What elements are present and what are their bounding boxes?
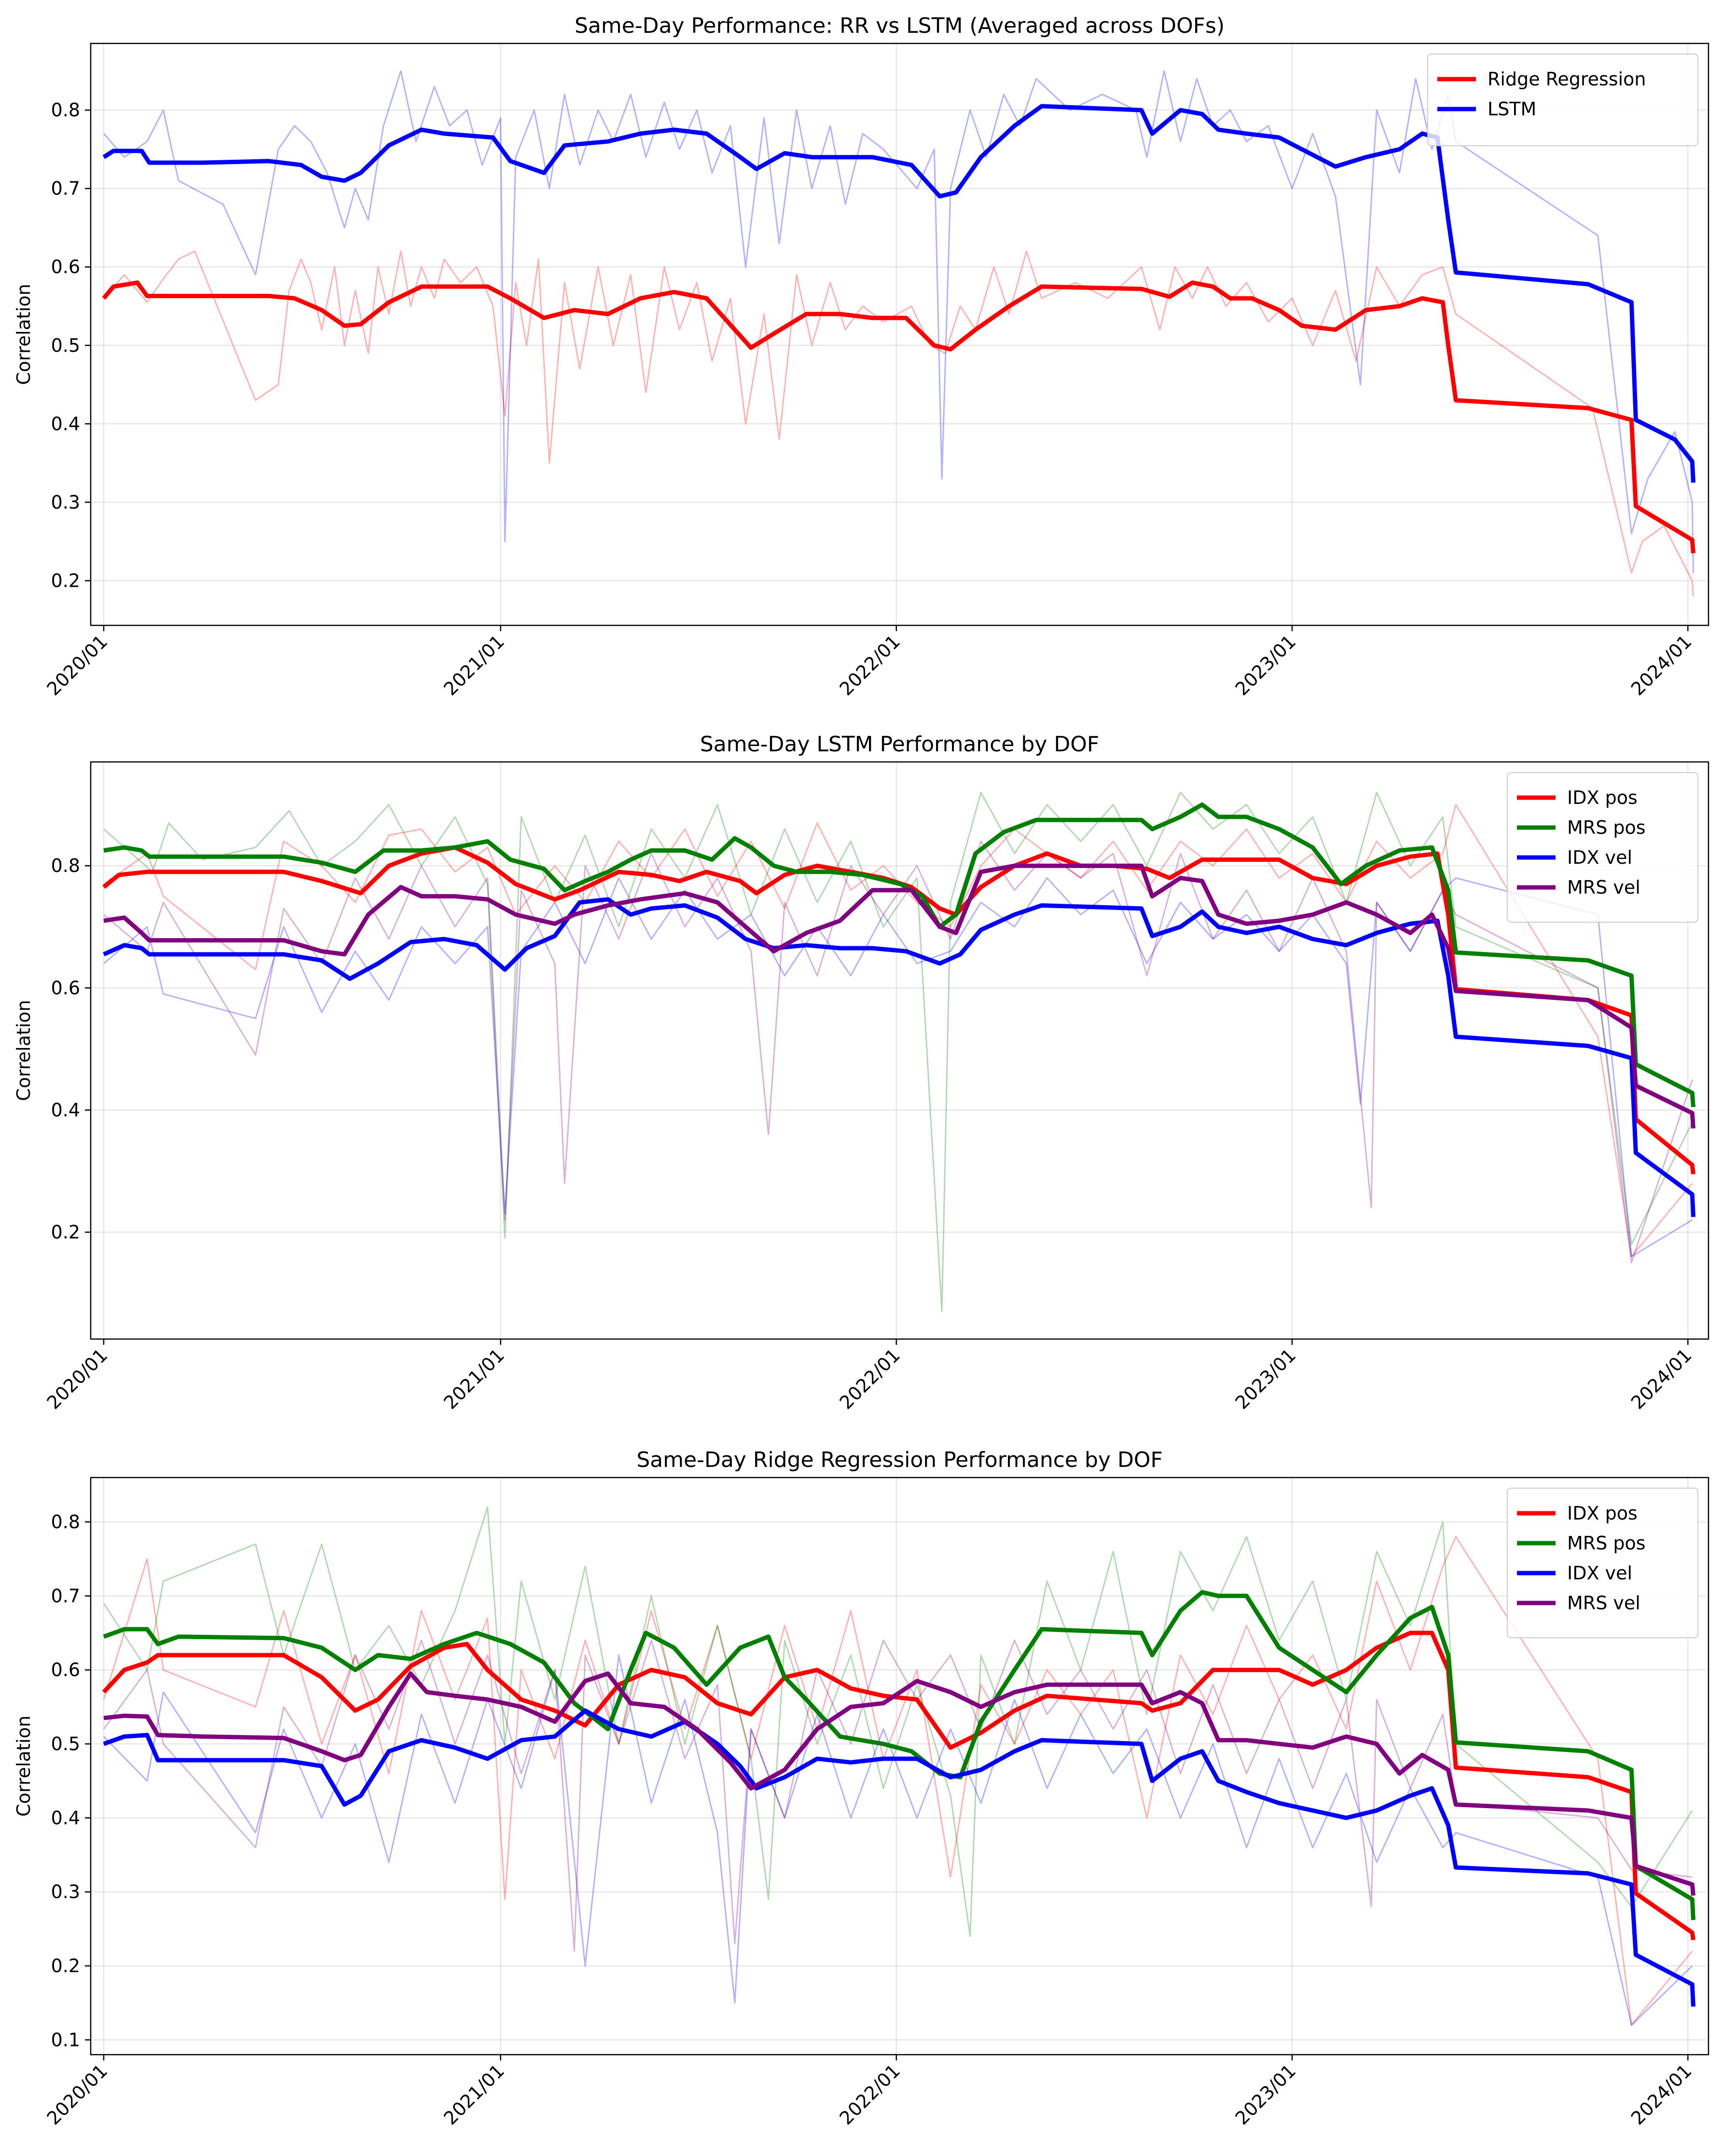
series-smoothed-mrs-pos: [103, 802, 1695, 1107]
x-tick-label: 2024/01: [1627, 1344, 1696, 1413]
axes-frame: [90, 42, 1709, 626]
series-smoothed-idx-pos: [102, 845, 1695, 1175]
legend-label-mrs-pos: MRS pos: [1567, 817, 1646, 838]
y-tick-label: 0.4: [51, 1807, 80, 1828]
chart-panel-2: 2020/01 2021/01 2022/01 2023/01 2024/01 0.2 0.…: [13, 732, 1709, 1413]
y-tick-label: 0.6: [51, 977, 80, 998]
series-raw-idx-pos: [103, 1536, 1693, 2026]
legend-box: [1507, 772, 1698, 923]
legend: IDX pos MRS pos IDX vel MRS vel: [1507, 772, 1698, 923]
x-tick-label: 2024/01: [1627, 2060, 1696, 2129]
legend: IDX pos MRS pos IDX vel MRS vel: [1507, 1488, 1698, 1638]
series-smoothed-mrs-vel: [103, 863, 1695, 1129]
x-tick-label: 2020/01: [43, 631, 112, 700]
legend-label-idx-vel: IDX vel: [1567, 1562, 1632, 1584]
x-tick-label: 2024/01: [1627, 631, 1696, 700]
x-tick-label: 2020/01: [43, 2060, 112, 2129]
chart-title: Same-Day LSTM Performance by DOF: [700, 732, 1099, 757]
plot-area: [102, 791, 1695, 1313]
y-tick-label: 0.1: [51, 2029, 80, 2050]
y-tick-label: 0.6: [51, 256, 80, 277]
series-raw-mrs-vel: [103, 1639, 1693, 1952]
x-tick-label: 2023/01: [1231, 1344, 1300, 1413]
y-tick-label: 0.3: [51, 1881, 80, 1903]
y-tick-label: 0.4: [51, 413, 80, 434]
series-smoothed-idx-vel: [103, 1708, 1695, 2007]
series-raw-lstm: [103, 70, 1694, 573]
legend-label-mrs-vel: MRS vel: [1567, 1592, 1640, 1614]
x-tick-label: 2023/01: [1231, 631, 1300, 700]
legend-label-mrs-vel: MRS vel: [1567, 877, 1640, 898]
legend-box: [1507, 1488, 1698, 1638]
y-tick-label: 0.5: [51, 335, 80, 356]
chart-title: Same-Day Performance: RR vs LSTM (Averag…: [575, 14, 1225, 38]
series-smoothed-idx-pos: [102, 1631, 1695, 1940]
x-tick-label: 2021/01: [440, 1344, 509, 1413]
y-tick-label: 0.8: [51, 1511, 80, 1533]
y-tick-label: 0.2: [51, 1955, 80, 1976]
y-tick-label: 0.5: [51, 1733, 80, 1755]
chart-panel-1: 2020/01 2021/01 2022/01 2023/01 2024/01 0.2 0.…: [13, 14, 1709, 700]
x-tick-label: 2021/01: [440, 2060, 509, 2129]
series-smoothed-lstm: [102, 104, 1695, 483]
x-tick-label: 2022/01: [835, 2060, 904, 2129]
x-tick-label: 2023/01: [1231, 2060, 1300, 2129]
legend-box: [1427, 54, 1698, 146]
series-raw-idx-vel: [103, 877, 1693, 1258]
legend-label-ridge-regression: Ridge Regression: [1488, 69, 1646, 90]
legend-label-idx-vel: IDX vel: [1567, 847, 1632, 868]
legend-label-idx-pos: IDX pos: [1567, 1503, 1638, 1524]
chart-title: Same-Day Ridge Regression Performance by…: [636, 1448, 1163, 1472]
y-tick-label: 0.6: [51, 1659, 80, 1681]
legend: Ridge Regression LSTM: [1427, 54, 1698, 146]
y-tick-label: 0.8: [51, 855, 80, 876]
x-tick-label: 2022/01: [835, 631, 904, 700]
x-tick-label: 2020/01: [43, 1344, 112, 1413]
axes-frame: [90, 761, 1709, 1340]
series-smoothed-idx-vel: [103, 897, 1695, 1217]
chart-panel-3: 2020/01 2021/01 2022/01 2023/01 2024/01 0.1 0.…: [13, 1448, 1709, 2129]
series-smoothed-mrs-pos: [103, 1590, 1695, 1921]
y-axis-label: Correlation: [13, 284, 34, 385]
plot-area: [102, 1506, 1695, 2026]
y-axis-label: Correlation: [13, 1715, 34, 1817]
y-tick-label: 0.7: [51, 1585, 80, 1606]
series-smoothed-mrs-vel: [103, 1671, 1695, 1896]
legend-label-mrs-pos: MRS pos: [1567, 1533, 1646, 1554]
x-tick-label: 2021/01: [440, 631, 509, 700]
plot-area: [102, 70, 1695, 597]
y-tick-label: 0.7: [51, 178, 80, 199]
y-tick-label: 0.2: [51, 1222, 80, 1243]
y-tick-label: 0.8: [51, 99, 80, 121]
axes-frame: [90, 1477, 1709, 2056]
series-raw-idx-vel: [103, 1654, 1693, 2026]
series-smoothed-ridge-regression: [102, 280, 1695, 553]
y-tick-label: 0.2: [51, 570, 80, 591]
series-raw-ridge-regression: [103, 250, 1694, 597]
y-tick-label: 0.4: [51, 1099, 80, 1120]
y-axis-label: Correlation: [13, 1000, 34, 1101]
y-tick-label: 0.3: [51, 492, 80, 513]
legend-label-lstm: LSTM: [1488, 98, 1536, 120]
series-raw-mrs-pos: [103, 791, 1693, 1313]
x-tick-label: 2022/01: [835, 1344, 904, 1413]
legend-label-idx-pos: IDX pos: [1567, 787, 1638, 808]
